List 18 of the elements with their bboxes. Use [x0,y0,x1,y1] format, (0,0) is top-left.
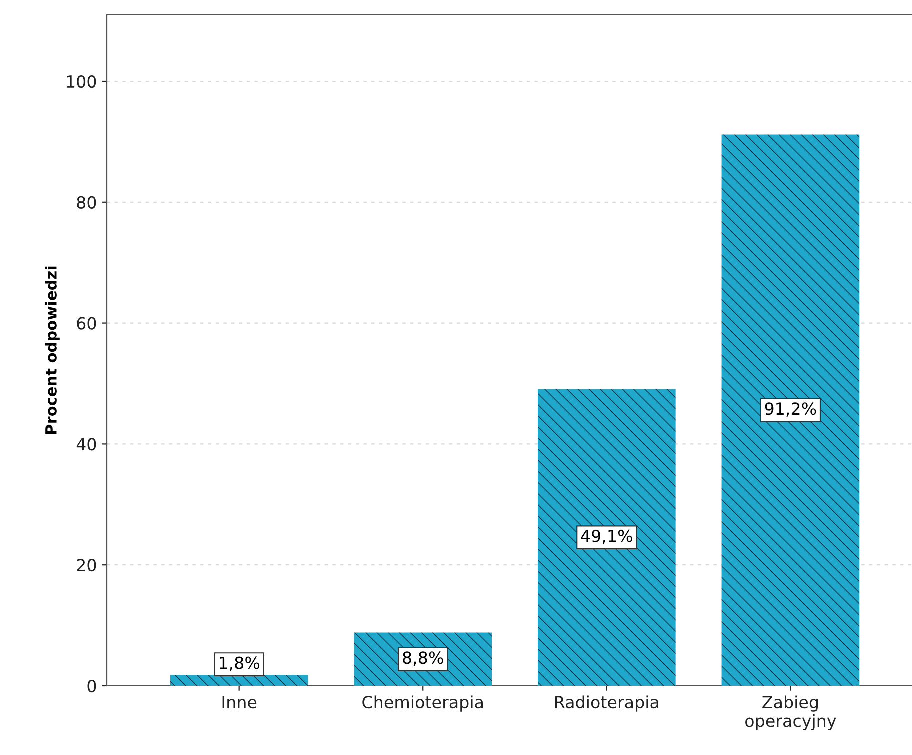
y-tick-label: 100 [67,75,96,88]
bar [722,134,860,686]
data-label: 91,2% [765,402,816,417]
bar [538,389,676,686]
x-tick-label: Radioterapia [555,696,658,712]
y-tick-label: 20 [77,559,96,572]
data-label: 49,1% [581,530,632,544]
y-tick-label: 0 [88,680,96,693]
y-tick-label: 40 [76,438,96,451]
y-tick-label: 60 [77,317,96,330]
x-tick-label: Inne [222,696,257,709]
bar [170,675,308,686]
y-axis-title: Procent odpowiedzi [45,266,60,434]
x-tick-label: Chemioterapia [362,696,483,712]
data-label: 1,8% [220,656,260,672]
data-label: 8,8% [403,652,444,666]
x-tick-label: Zabieg operacyjny [746,696,836,731]
y-tick-label: 80 [77,196,96,209]
